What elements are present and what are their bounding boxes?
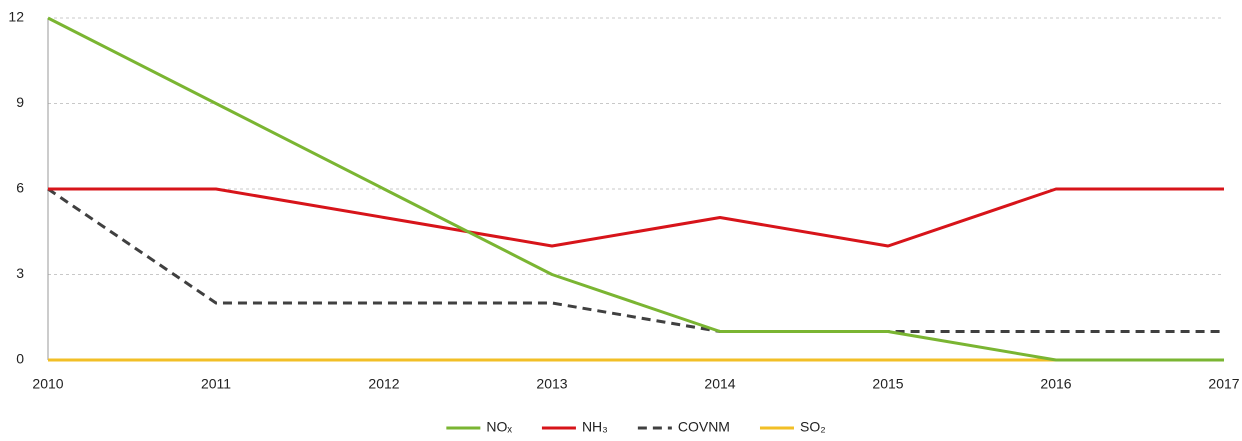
x-tick-label: 2015 — [872, 376, 903, 392]
x-tick-label: 2014 — [704, 376, 735, 392]
series-line — [48, 187, 1224, 248]
legend-label: NOₓ — [486, 419, 512, 435]
legend-label: NH₃ — [582, 419, 608, 435]
x-tick-label: 2012 — [368, 376, 399, 392]
y-tick-label: 12 — [8, 9, 24, 25]
x-tick-label: 2017 — [1208, 376, 1239, 392]
x-tick-label: 2013 — [536, 376, 567, 392]
y-tick-label: 3 — [16, 265, 24, 281]
y-tick-label: 9 — [16, 94, 24, 110]
series-line — [47, 16, 1224, 362]
y-tick-label: 0 — [16, 351, 24, 367]
series-line — [47, 187, 1224, 333]
x-tick-label: 2016 — [1040, 376, 1071, 392]
legend-label: COVNM — [678, 419, 730, 435]
x-tick-label: 2011 — [201, 376, 231, 392]
y-tick-label: 6 — [16, 180, 24, 196]
legend-label: SO₂ — [800, 419, 826, 435]
x-tick-label: 2010 — [32, 376, 63, 392]
